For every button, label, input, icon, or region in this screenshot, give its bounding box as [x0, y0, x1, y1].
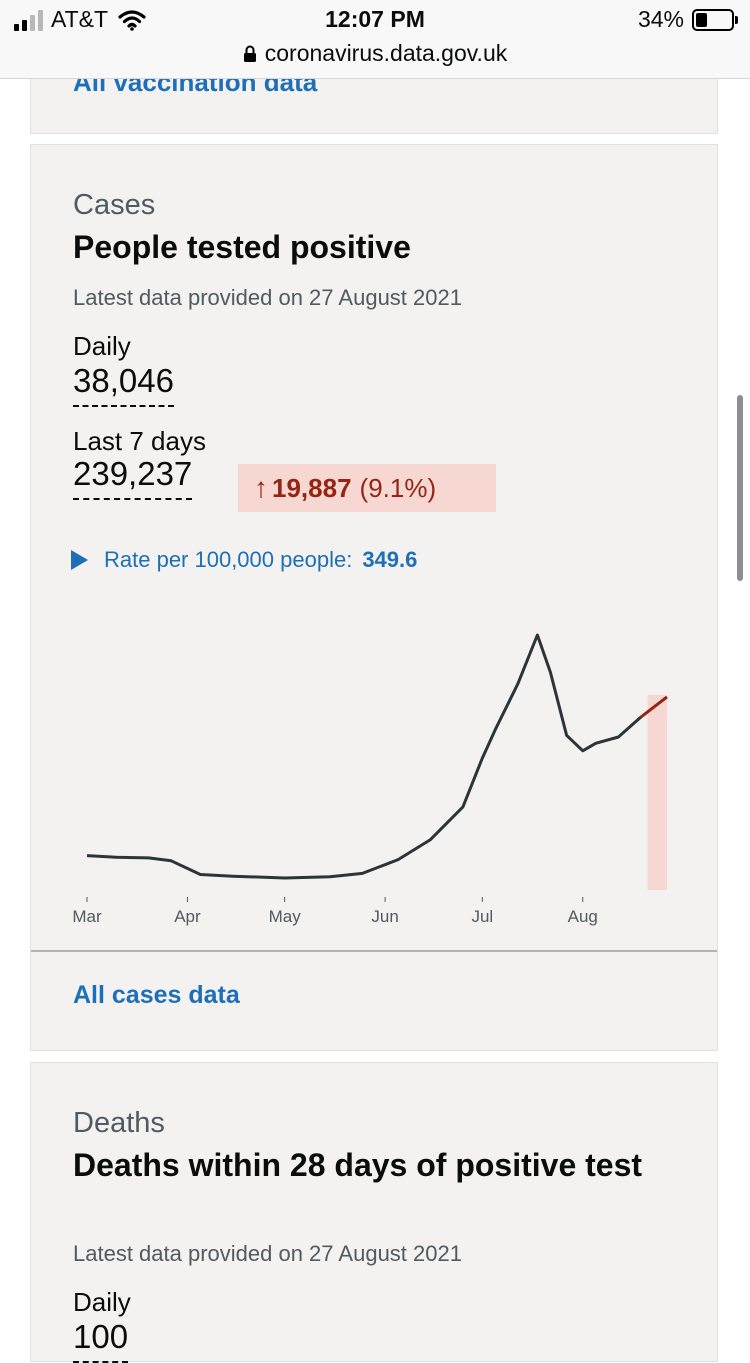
address-bar[interactable]: coronavirus.data.gov.uk	[0, 40, 750, 67]
signal-icon	[14, 9, 43, 31]
deaths-card: Deaths Deaths within 28 days of positive…	[30, 1062, 718, 1363]
daily-label: Daily	[73, 331, 131, 361]
latest-date: Latest data provided on 27 August 2021	[73, 285, 462, 310]
card-caption: Deaths	[73, 1107, 165, 1139]
battery-level	[696, 12, 707, 27]
battery-icon	[692, 8, 738, 31]
rate-toggle[interactable]: Rate per 100,000 people: 349.6	[71, 547, 417, 573]
expand-triangle-icon	[71, 550, 88, 570]
divider	[31, 950, 717, 952]
cases-line-chart: Mar Apr May Jun Jul Aug	[72, 633, 668, 926]
recent-period-highlight	[647, 694, 667, 890]
battery-percent: 34%	[637, 6, 684, 32]
card-title: People tested positive	[73, 229, 411, 265]
all-cases-data-link[interactable]: All cases data	[73, 981, 240, 1009]
x-tick-label: Mar	[72, 907, 102, 926]
cases-card: Cases People tested positive Latest data…	[30, 144, 718, 1051]
change-percent: (9.1%)	[359, 472, 437, 503]
week-label: Last 7 days	[73, 426, 206, 456]
daily-label: Daily	[73, 1287, 131, 1317]
status-right: 34%	[637, 6, 738, 33]
wifi-icon	[118, 9, 146, 31]
latest-date: Latest data provided on 27 August 2021	[73, 1241, 462, 1266]
week-value[interactable]: 239,237	[73, 456, 193, 500]
rate-value: 349.6	[362, 547, 418, 572]
change-badge: ↑ 19,887 (9.1%)	[238, 464, 496, 512]
change-value: 19,887	[272, 472, 352, 503]
lock-icon	[243, 45, 256, 62]
x-tick-label: May	[269, 907, 302, 926]
daily-value[interactable]: 100	[73, 1319, 129, 1363]
rate-label: Rate per 100,000 people:	[104, 547, 353, 572]
recent-series-line	[640, 695, 668, 719]
url-text[interactable]: coronavirus.data.gov.uk	[264, 40, 508, 66]
carrier-name: AT&T	[51, 6, 109, 32]
clock: 12:07 PM	[325, 6, 425, 32]
card-title: Deaths within 28 days of positive test	[73, 1147, 643, 1183]
status-bar: AT&T 12:07 PM 34% coronavirus.data.gov.u…	[0, 0, 750, 79]
daily-value[interactable]: 38,046	[73, 363, 174, 407]
x-tick-label: Aug	[568, 907, 598, 926]
status-left: AT&T	[14, 6, 146, 33]
scrollbar[interactable]	[737, 395, 743, 581]
x-tick-label: Jun	[371, 907, 398, 926]
card-caption: Cases	[73, 189, 156, 221]
cases-series-line	[86, 633, 643, 880]
x-tick-label: Apr	[174, 907, 201, 926]
x-tick-label: Jul	[471, 907, 493, 926]
arrow-up-icon: ↑	[254, 472, 268, 503]
